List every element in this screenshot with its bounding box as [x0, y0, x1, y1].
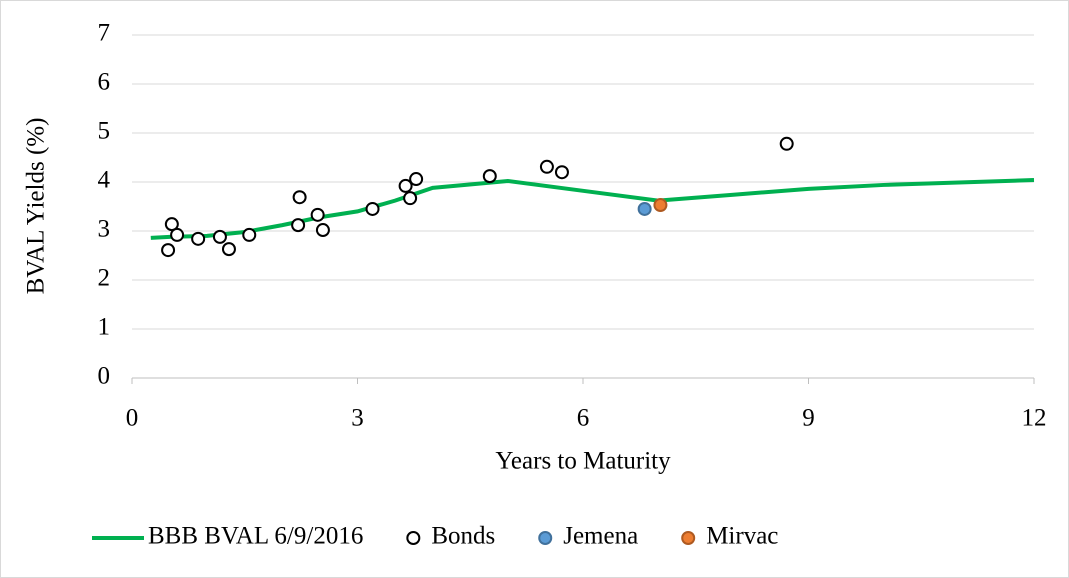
point [482, 169, 497, 184]
x-tick-label: 12 [1022, 405, 1047, 432]
x-axis-label: Years to Maturity [495, 448, 671, 475]
point [292, 190, 307, 205]
legend-label: Bonds [431, 523, 495, 550]
legend-swatch [406, 531, 421, 545]
y-tick-label: 5 [98, 118, 111, 145]
point [779, 136, 794, 151]
x-tick-label: 6 [577, 405, 590, 432]
point [398, 178, 413, 193]
point [315, 223, 330, 238]
y-tick-label: 6 [98, 69, 111, 96]
point [291, 218, 306, 233]
point [310, 207, 325, 222]
legend-label: Mirvac [706, 523, 778, 550]
line-series [150, 178, 1035, 240]
point [637, 201, 652, 216]
y-tick-label: 0 [98, 363, 111, 390]
legend-swatch [538, 531, 553, 545]
point [242, 227, 257, 242]
y-tick-label: 4 [98, 167, 111, 194]
point [554, 165, 569, 180]
point [221, 242, 236, 257]
x-tick-label: 0 [126, 405, 139, 432]
point [539, 159, 554, 174]
y-tick-label: 3 [98, 216, 111, 243]
point [365, 201, 380, 216]
y-tick-label: 1 [98, 314, 111, 341]
legend-swatch [681, 531, 696, 545]
y-tick-label: 2 [98, 265, 111, 292]
legend-label: Jemena [563, 523, 638, 550]
legend-label: BBB BVAL 6/9/2016 [148, 523, 363, 550]
x-tick-label: 9 [802, 405, 815, 432]
point [191, 231, 206, 246]
point [653, 198, 668, 213]
point [161, 243, 176, 258]
point [170, 227, 185, 242]
y-tick-label: 7 [98, 20, 111, 47]
point [164, 217, 179, 232]
x-tick-label: 3 [351, 405, 364, 432]
y-axis-label: BVAL Yields (%) [23, 118, 50, 295]
point [212, 229, 227, 244]
point [409, 172, 424, 187]
point [403, 191, 418, 206]
